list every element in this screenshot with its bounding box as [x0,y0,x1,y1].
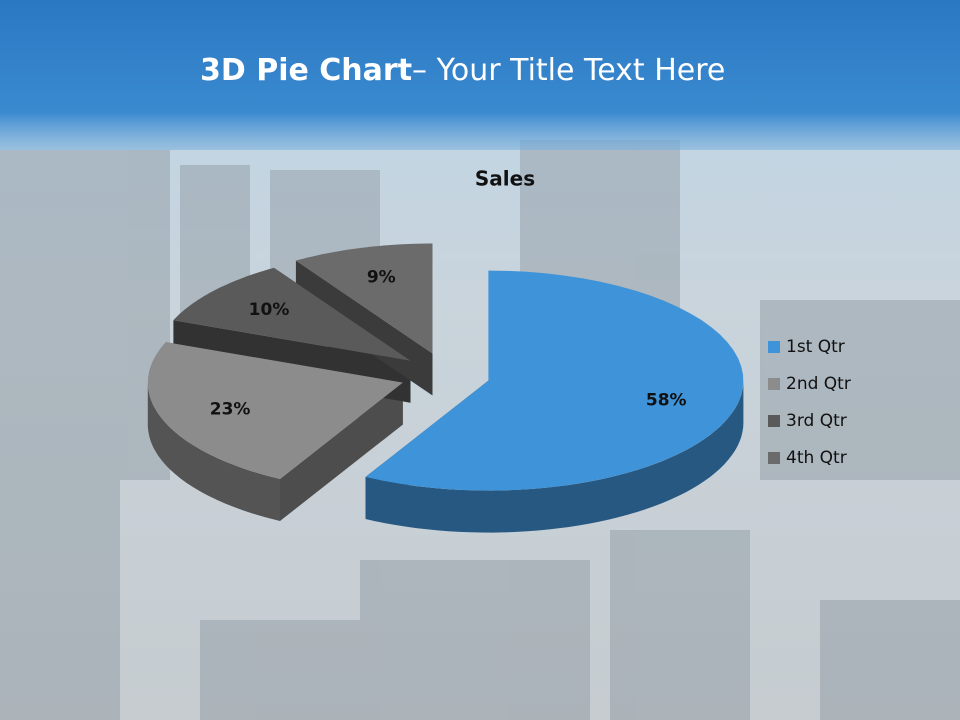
slide-title-bold: 3D Pie Chart [200,53,412,88]
pie-slice [173,267,411,361]
legend-swatch [768,378,780,390]
background-city [0,140,960,720]
header-band [0,0,960,150]
legend-label: 4th Qtr [786,448,847,468]
data-label: 9% [367,267,396,287]
pie-slice [147,342,403,479]
slice-side [365,380,744,533]
data-label: 58% [646,390,687,410]
slide-title: 3D Pie Chart– Your Title Text Here [200,53,725,88]
pie-slice [295,243,433,354]
chart-title: Sales [475,167,535,191]
data-label: 23% [210,399,251,419]
legend-label: 2nd Qtr [786,374,851,394]
data-label: 10% [249,300,290,320]
slide-title-rest: – Your Title Text Here [412,53,725,88]
slice-wall [295,260,433,396]
legend-label: 3rd Qtr [786,411,847,431]
legend-label: 1st Qtr [786,337,845,357]
pie-slice [365,270,744,491]
legend-swatch [768,415,780,427]
legend-swatch [768,341,780,353]
legend-swatch [768,452,780,464]
slice-side [147,382,280,521]
